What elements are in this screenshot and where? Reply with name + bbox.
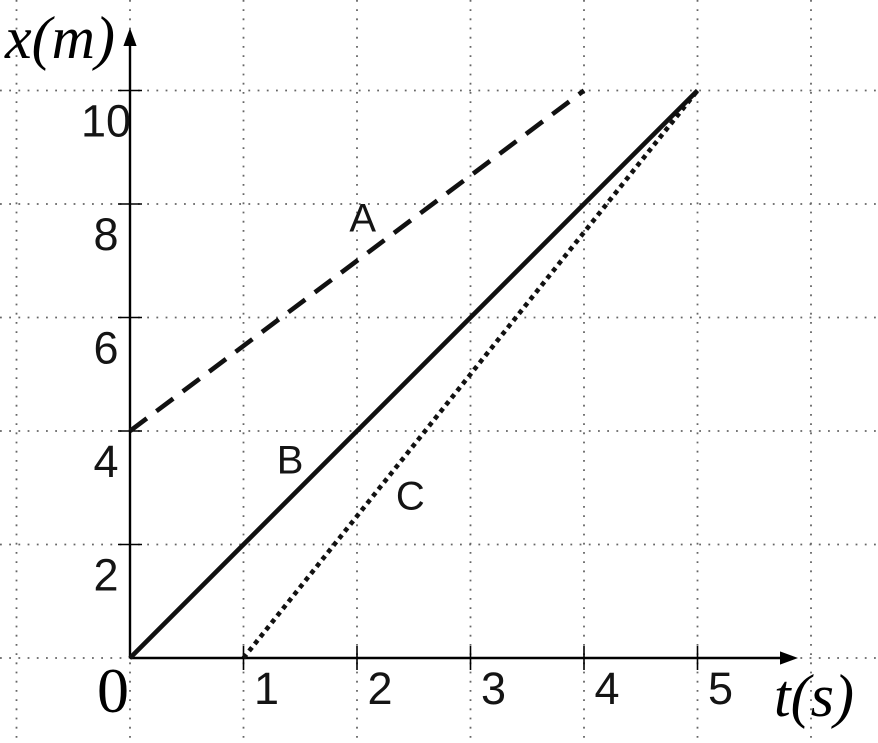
y-tick-label-8: 8 — [93, 209, 118, 260]
y-tick-label-2: 2 — [93, 550, 118, 601]
x-tick-label-2: 2 — [367, 663, 392, 714]
series-line-B — [128, 88, 700, 660]
series-line-A — [128, 88, 586, 433]
x-axis-arrowhead-icon — [780, 651, 798, 665]
y-axis-arrowhead-icon — [123, 28, 137, 46]
x-tick-label-1: 1 — [254, 663, 279, 714]
series-line-C — [241, 89, 700, 660]
x-axis-title: t(s) — [774, 663, 854, 729]
x-tick-label-5: 5 — [708, 663, 733, 714]
series-label-B: B — [277, 438, 304, 482]
y-tick-label-4: 4 — [93, 436, 118, 487]
series-label-A: A — [349, 197, 376, 241]
y-axis-title: x(m) — [4, 5, 115, 71]
x-tick-label-4: 4 — [594, 663, 619, 714]
y-tick-label-10: 10 — [81, 96, 131, 147]
series-label-C: C — [396, 475, 425, 519]
origin-label: 0 — [97, 655, 129, 726]
y-tick-label-6: 6 — [93, 323, 118, 374]
x-tick-label-3: 3 — [481, 663, 506, 714]
